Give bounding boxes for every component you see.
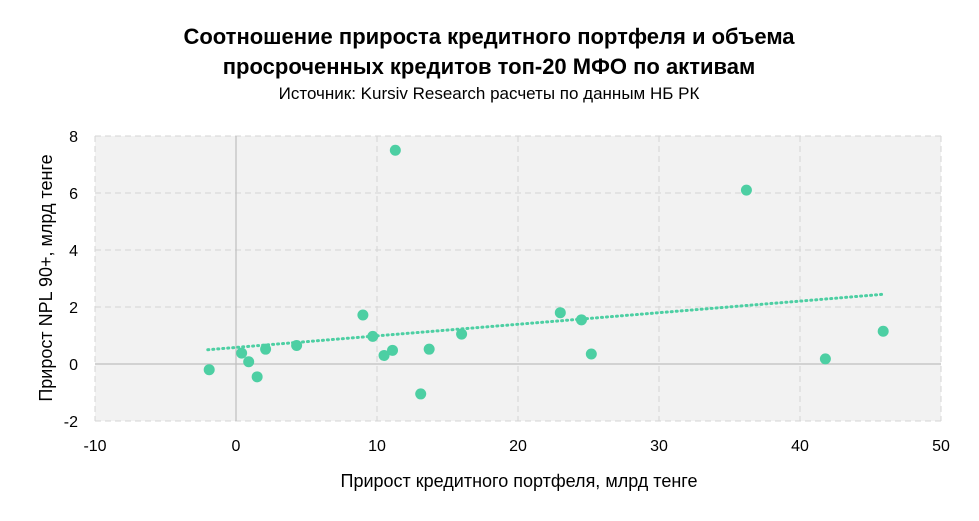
x-tick-label: 10 [368, 438, 386, 455]
y-axis-label: Прирост NPL 90+, млрд тенге [36, 154, 56, 401]
data-point [389, 144, 401, 156]
x-tick-label: 40 [791, 438, 809, 455]
y-tick-label: 4 [69, 243, 78, 260]
y-tick-label: 2 [69, 300, 78, 317]
data-point [423, 343, 435, 355]
data-point [585, 348, 597, 360]
chart-title-line1: Соотношение прироста кредитного портфеля… [183, 24, 795, 49]
data-point [291, 339, 303, 351]
chart-subtitle: Источник: Kursiv Research расчеты по дан… [279, 84, 700, 103]
data-point [203, 364, 215, 376]
data-point [243, 356, 255, 368]
data-point [877, 325, 889, 337]
data-point [554, 307, 566, 319]
y-tick-label: 0 [69, 357, 78, 374]
zero-axes [95, 136, 941, 421]
data-point [575, 314, 587, 326]
x-tick-label: 0 [232, 438, 241, 455]
x-axis-label: Прирост кредитного портфеля, млрд тенге [341, 471, 698, 491]
y-tick-label: 8 [69, 129, 78, 146]
data-point [236, 347, 248, 359]
data-point [251, 371, 263, 383]
data-points [203, 144, 889, 400]
data-point [387, 344, 399, 356]
trendline-group [206, 292, 887, 352]
data-point [260, 343, 272, 355]
trendline [206, 292, 887, 352]
data-point [367, 330, 379, 342]
data-point [740, 184, 752, 196]
data-point [357, 309, 369, 321]
tick-labels: -10 0 10 20 30 40 50 -2 0 2 4 6 8 [64, 129, 950, 455]
y-tick-label: 6 [69, 186, 78, 203]
data-point [378, 349, 390, 361]
data-point [819, 353, 831, 365]
x-tick-label: 50 [932, 438, 950, 455]
y-tick-label: -2 [64, 414, 78, 431]
x-tick-label: -10 [83, 438, 106, 455]
x-tick-label: 20 [509, 438, 527, 455]
chart-title-line2: просроченных кредитов топ-20 МФО по акти… [223, 54, 755, 79]
data-point [456, 328, 468, 340]
x-tick-label: 30 [650, 438, 668, 455]
data-point [415, 388, 427, 400]
